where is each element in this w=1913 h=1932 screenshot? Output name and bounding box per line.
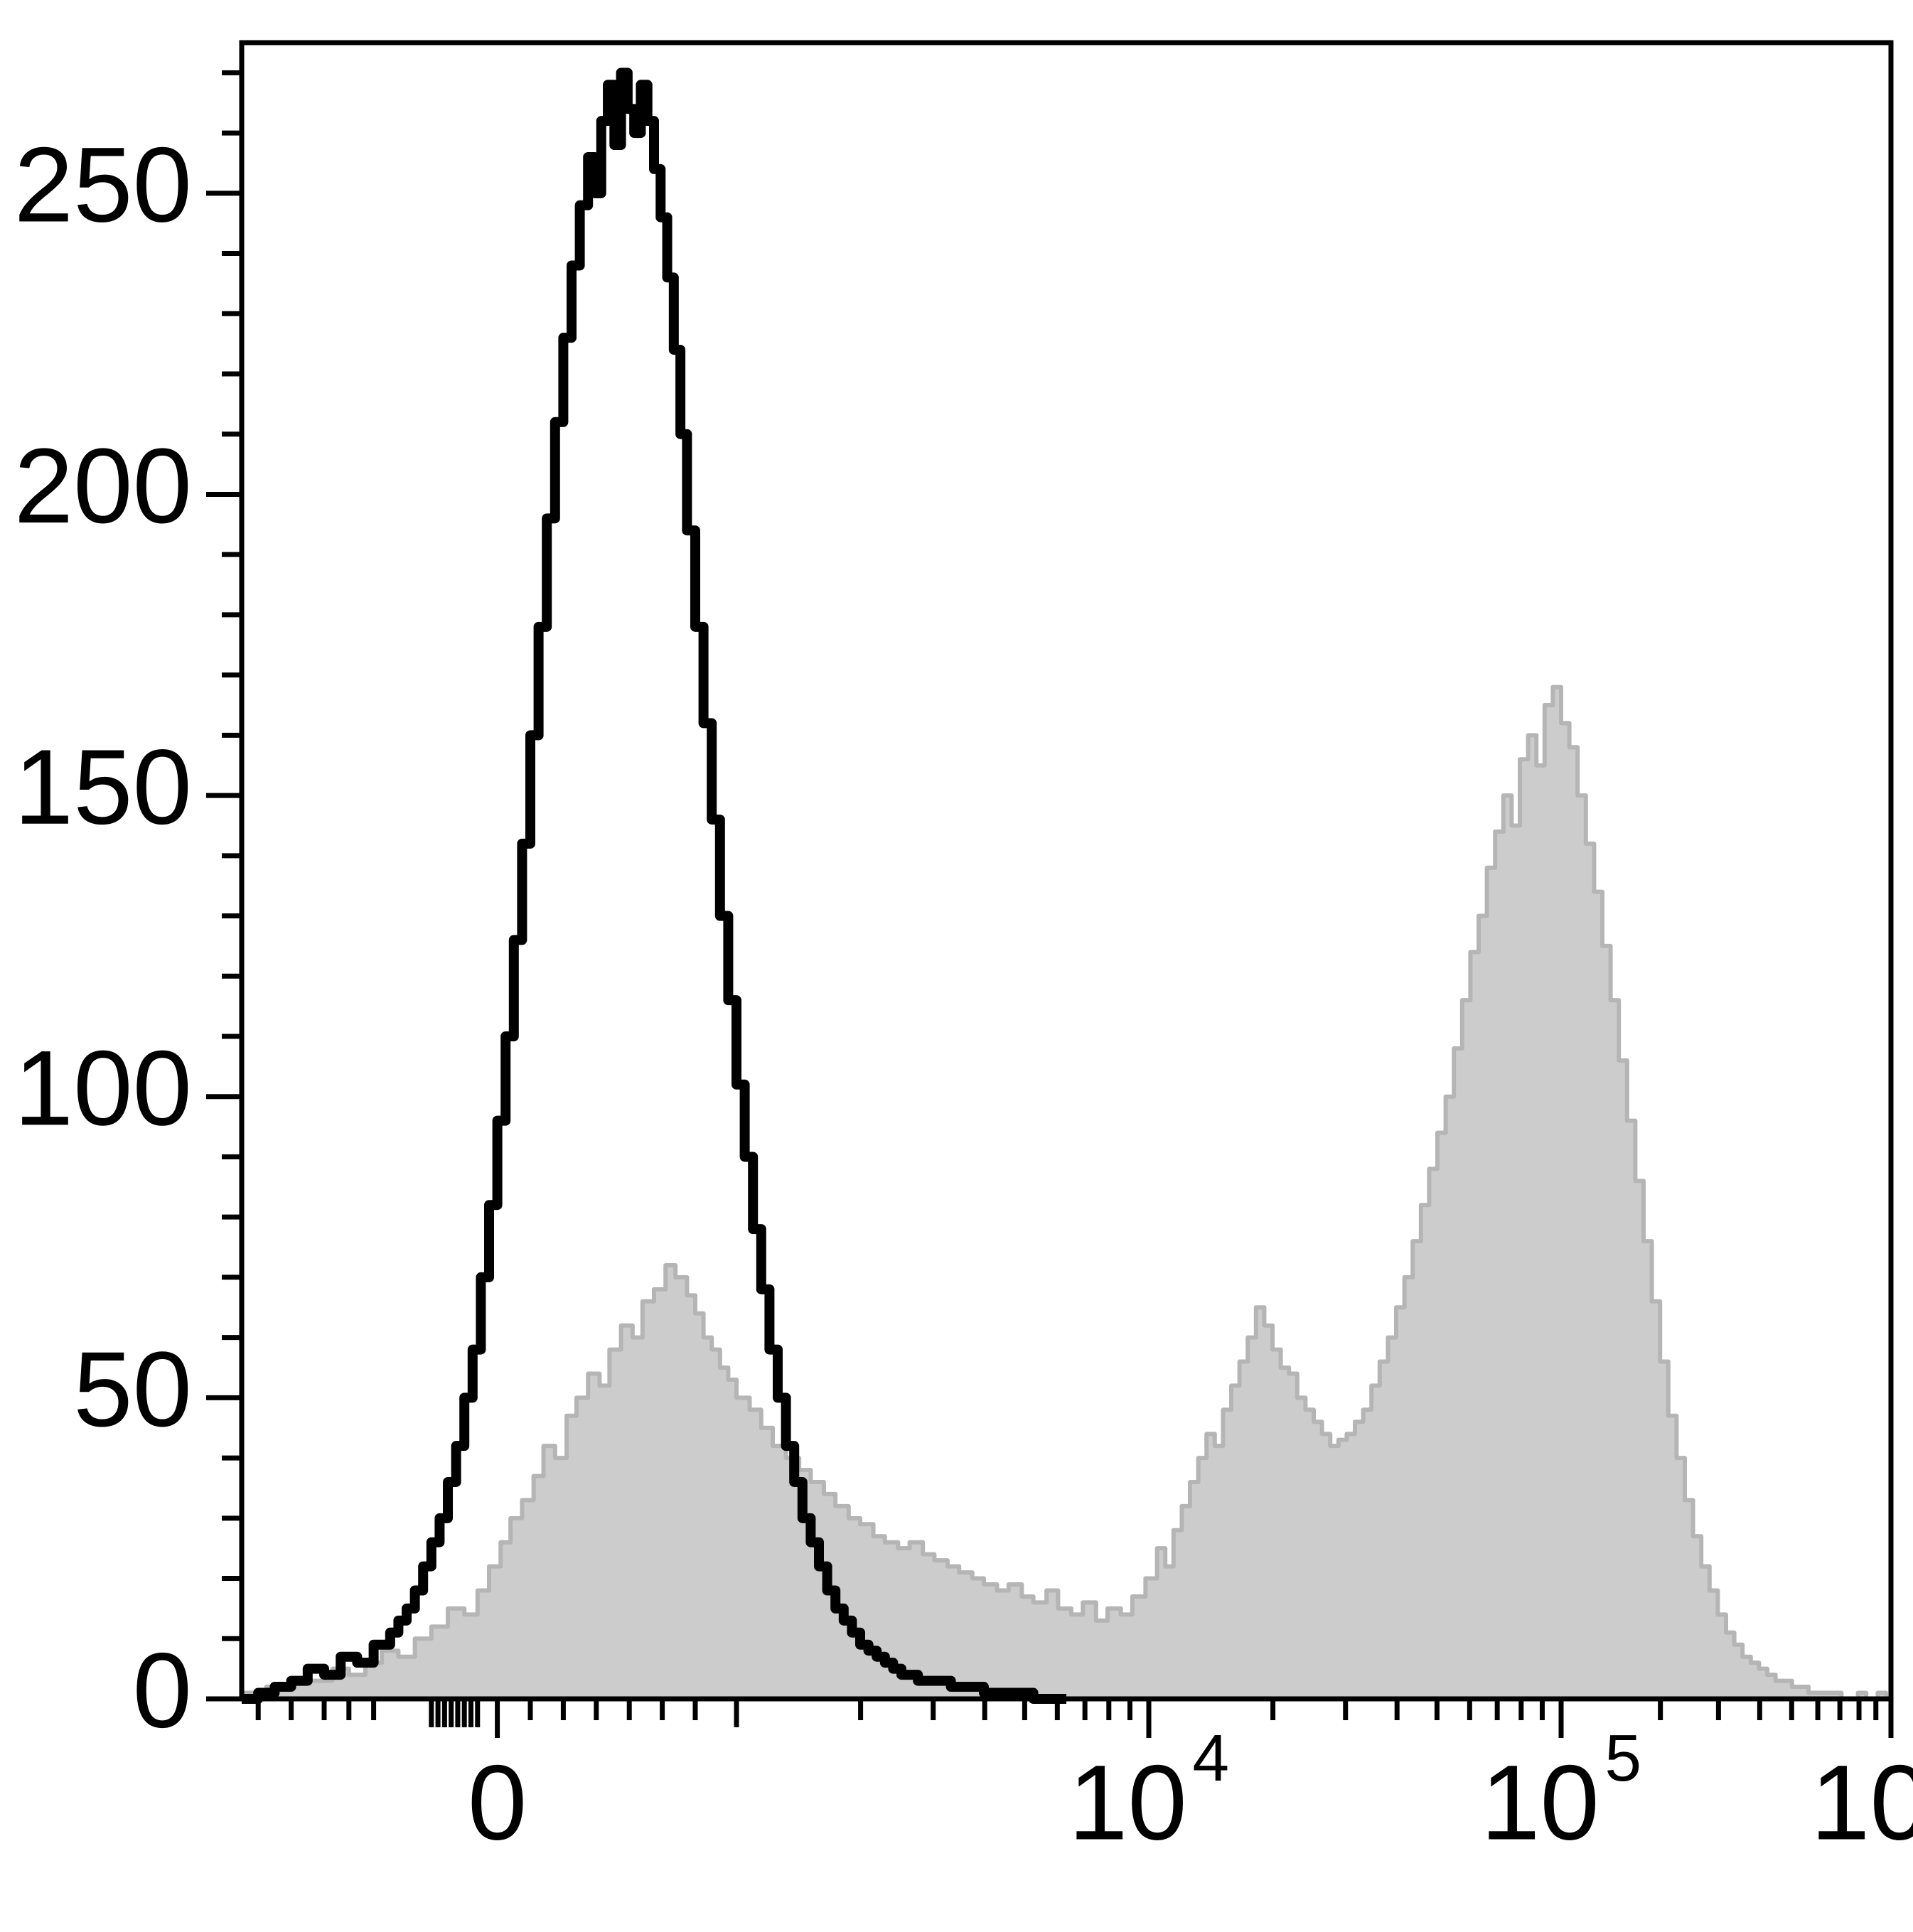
y-tick-label: 150 — [14, 727, 192, 847]
y-tick-label: 100 — [14, 1028, 192, 1147]
flow-cytometry-histogram: 0501001502002500104105106 — [0, 0, 1913, 1932]
y-tick-label: 50 — [73, 1329, 192, 1449]
x-tick-label: 106 — [1811, 1721, 1913, 1862]
chart-svg: 0501001502002500104105106 — [0, 0, 1913, 1932]
y-tick-label: 250 — [14, 124, 192, 244]
y-tick-label: 200 — [14, 426, 192, 545]
x-tick-label: 0 — [468, 1743, 527, 1862]
y-tick-label: 0 — [133, 1631, 192, 1750]
